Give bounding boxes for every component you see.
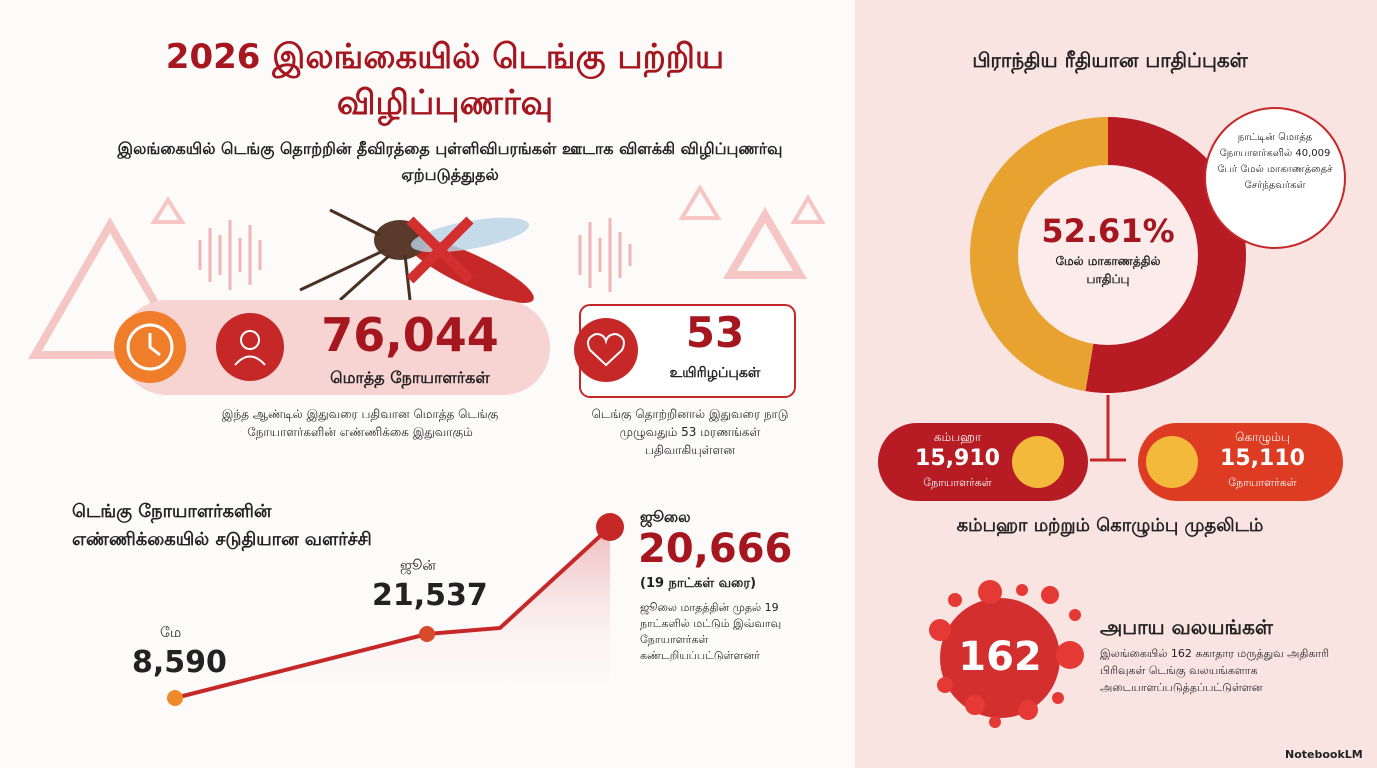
district-pill (1138, 423, 1343, 501)
map-pins (929, 580, 1084, 728)
month-value: 20,666 (638, 526, 793, 572)
district-name: கம்பஹா (933, 430, 982, 444)
patient-icon (216, 313, 284, 381)
wave-lines (198, 218, 632, 292)
growth-line (174, 525, 612, 700)
month-note: ஜூலை மாதத்தின் முதல் 19 நாட்களில் மட்டும… (640, 601, 782, 662)
growth-point (419, 626, 435, 642)
stat-note: டெங்கு தொற்றினால் இதுவரை நாடு முழுவதும் … (591, 407, 789, 457)
zones-title: அபாய வலயங்கள் (1100, 615, 1273, 639)
callout-text: நாட்டின் மொத்த நோயாளர்களில் 40,009 பேர் … (1217, 132, 1333, 191)
month-label: ஜூன் (400, 558, 436, 574)
mosquito-icon (299, 208, 534, 303)
share-label: 52.61% (1041, 212, 1175, 250)
growth-point (167, 690, 183, 706)
month-label: மே (160, 625, 182, 641)
district-name: கொழும்பு (1235, 430, 1290, 444)
growth-title: டெங்கு நோயாளர்களின் எண்ணிக்கையில் சடுதிய… (72, 501, 372, 550)
zones-circle (940, 598, 1060, 718)
stat-note: இந்த ஆண்டில் இதுவரை பதிவான மொத்த டெங்கு … (221, 407, 499, 439)
district-unit: நோயாளர்கள் (1228, 476, 1297, 489)
growth-point (596, 513, 624, 541)
stat-label: உயிரிழப்புகள் (669, 365, 761, 381)
heart-icon (574, 318, 638, 382)
district-value: 15,910 (915, 446, 1000, 471)
warning-icons (28, 184, 826, 359)
month-value: 21,537 (372, 578, 488, 613)
districts-caption: கம்பஹா மற்றும் கொழும்பு முதலிடம் (956, 515, 1264, 536)
zones-note: இலங்கையில் 162 சுகாதார மருத்துவ அதிகாரி … (1100, 647, 1330, 694)
callout-bubble (1204, 107, 1346, 249)
stat-value: 53 (685, 308, 745, 357)
growth-area (175, 527, 610, 700)
region-title: பிராந்திய ரீதியான பாதிப்புகள் (972, 48, 1248, 72)
stat-label: மொத்த நோயாளர்கள் (330, 368, 490, 387)
stat-value: 76,044 (321, 308, 499, 362)
brand: NotebookLM (1285, 748, 1363, 761)
zones-count: 162 (958, 634, 1042, 680)
month-label: ஜூலை (640, 508, 691, 526)
title: 2026 இலங்கையில் டெங்கு பற்றிய விழிப்புணர… (165, 37, 725, 123)
district-unit: நோயாளர்கள் (923, 476, 992, 489)
month-value: 8,590 (132, 645, 227, 680)
district-value: 15,110 (1220, 446, 1305, 471)
connector (1090, 395, 1126, 462)
share-caption: மேல் மாகாணத்தில் பாதிப்பு (1055, 254, 1161, 286)
subtitle: இலங்கையில் டெங்கு தொற்றின் தீவிரத்தை புள… (117, 139, 783, 184)
month-period: (19 நாட்கள் வரை) (640, 576, 757, 591)
